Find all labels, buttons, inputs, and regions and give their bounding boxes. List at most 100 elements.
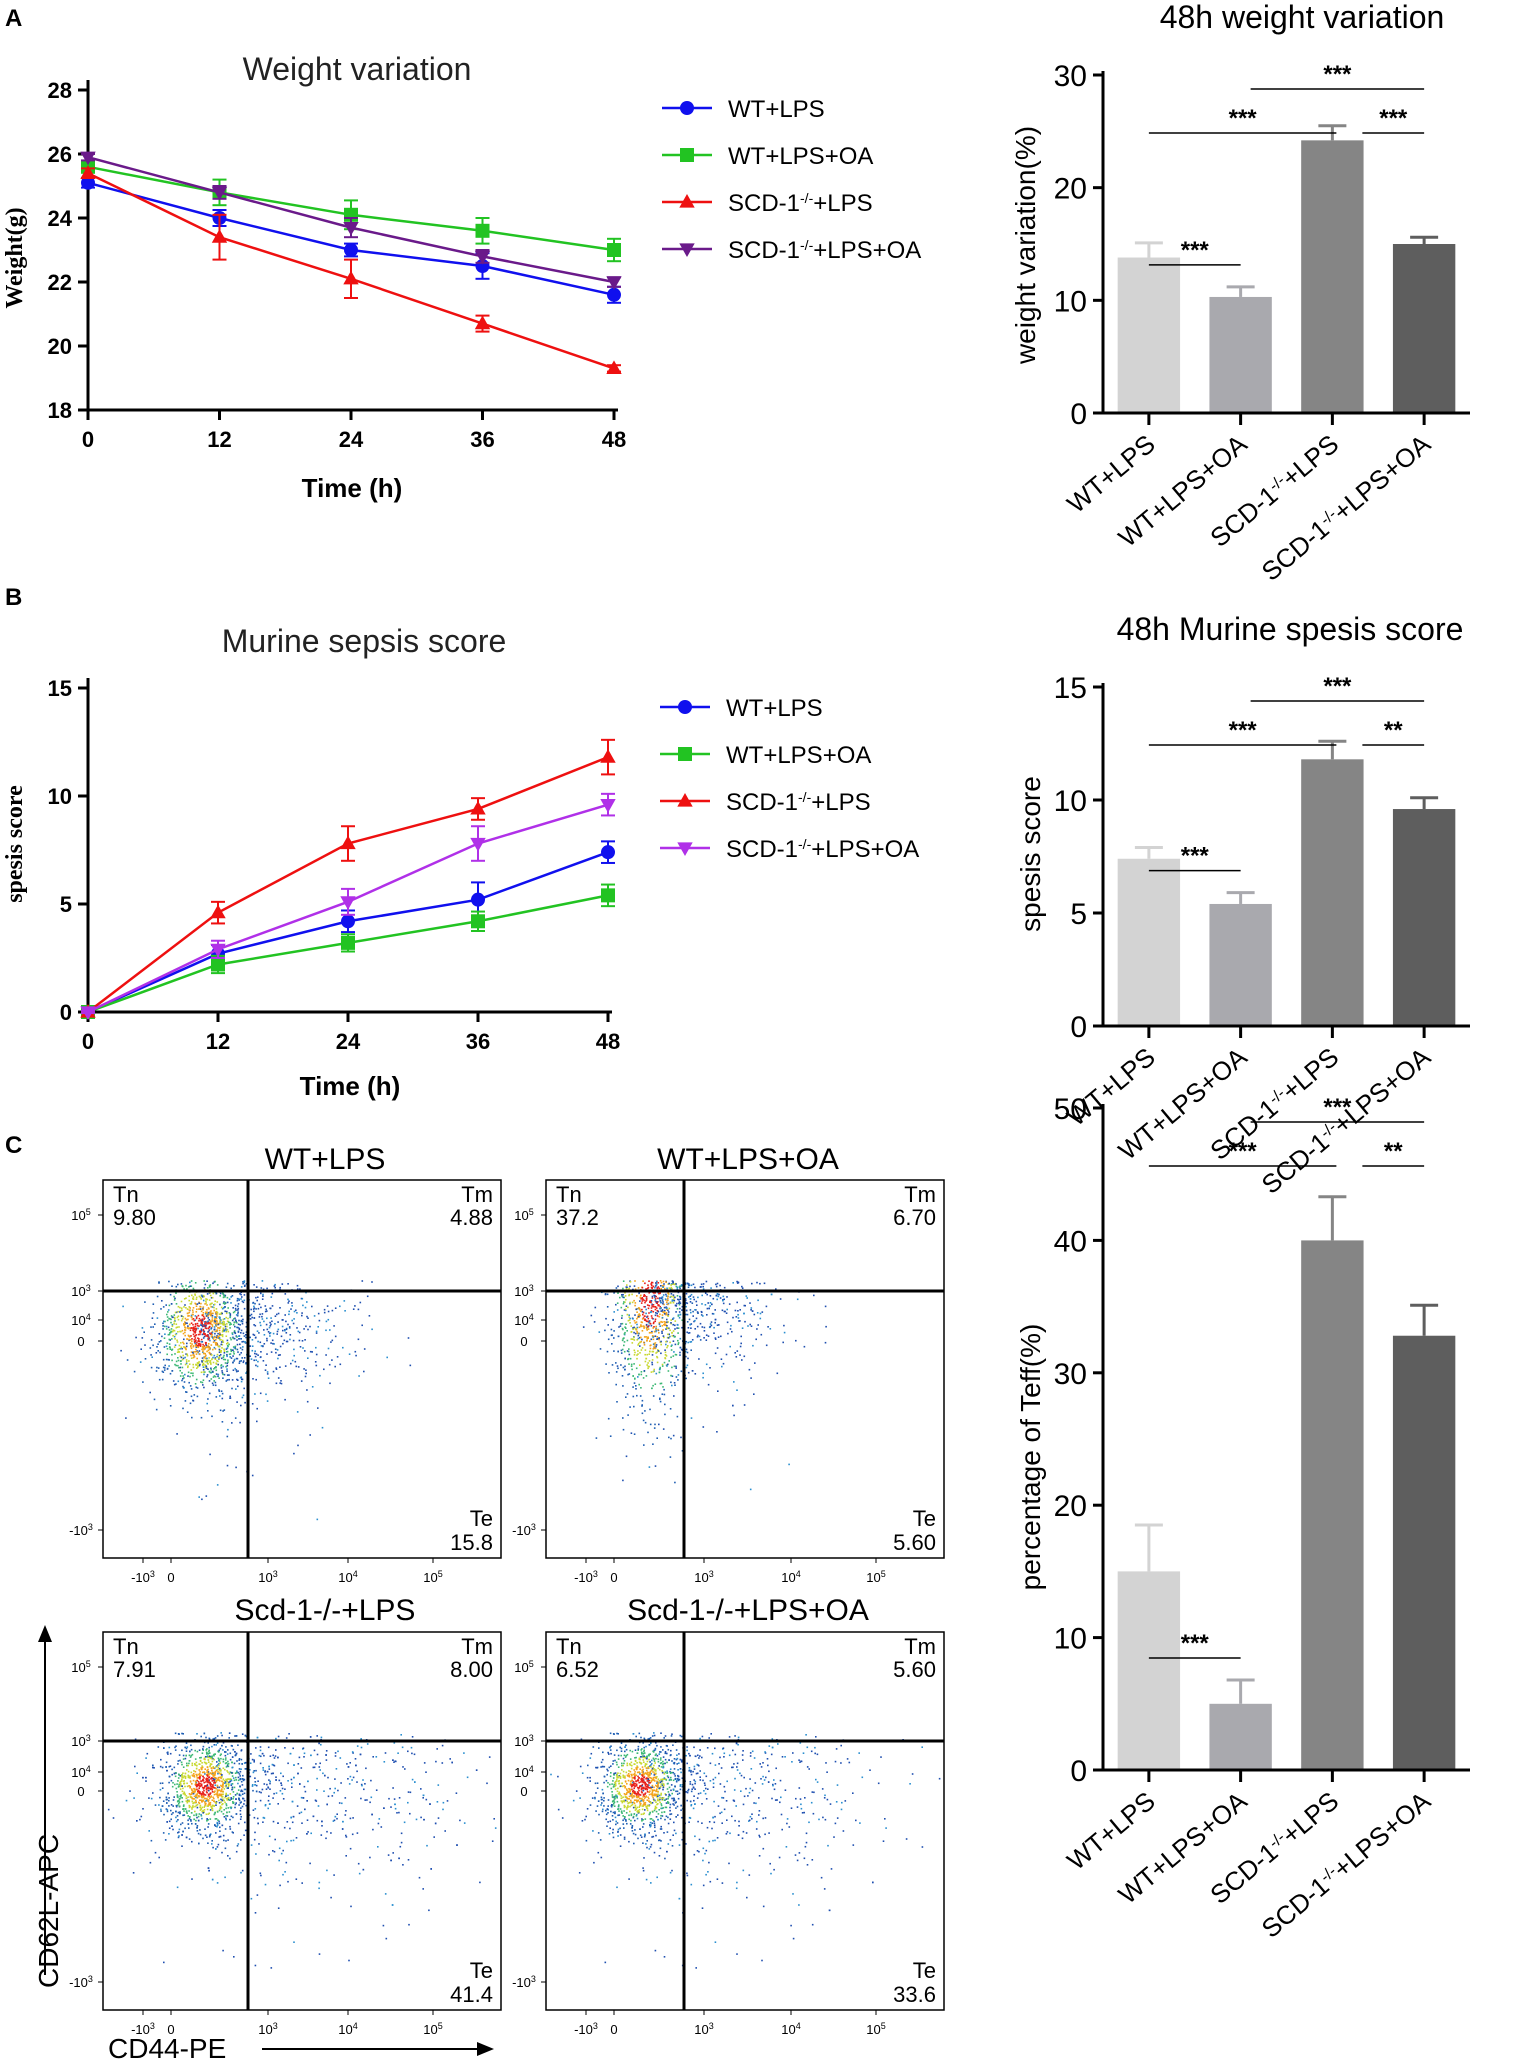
event-dot bbox=[236, 1792, 238, 1795]
event-dot bbox=[184, 1772, 187, 1775]
event-dot bbox=[227, 1307, 229, 1309]
event-dot bbox=[195, 1296, 198, 1299]
event-dot bbox=[657, 1328, 659, 1331]
event-dot bbox=[215, 1766, 217, 1768]
y-tick-label: 10 bbox=[1054, 1623, 1087, 1656]
event-dot bbox=[714, 1321, 716, 1324]
event-dot bbox=[206, 1775, 209, 1777]
event-dot bbox=[323, 1368, 325, 1371]
event-dot bbox=[236, 1348, 239, 1351]
event-dot bbox=[194, 1805, 196, 1808]
legend-marker bbox=[678, 747, 692, 761]
event-dot bbox=[199, 1791, 201, 1793]
event-dot bbox=[280, 1852, 283, 1855]
event-dot bbox=[296, 1805, 299, 1807]
event-dot bbox=[160, 1808, 162, 1811]
event-dot bbox=[162, 1328, 164, 1330]
event-dot bbox=[214, 1357, 216, 1359]
event-dot bbox=[697, 1334, 699, 1337]
event-dot bbox=[667, 1297, 669, 1299]
event-dot bbox=[371, 1328, 373, 1331]
event-dot bbox=[204, 1341, 207, 1344]
event-dot bbox=[306, 1400, 309, 1403]
event-dot bbox=[297, 1288, 299, 1290]
event-dot bbox=[208, 1311, 210, 1314]
event-dot bbox=[645, 1326, 648, 1328]
event-dot bbox=[198, 1320, 200, 1322]
event-dot bbox=[218, 1789, 221, 1791]
event-dot bbox=[640, 1336, 642, 1339]
significance-label: *** bbox=[1181, 843, 1210, 870]
event-dot bbox=[204, 1327, 207, 1329]
event-dot bbox=[212, 1337, 214, 1339]
event-dot bbox=[640, 1302, 643, 1304]
event-dot bbox=[620, 1364, 622, 1366]
event-dot bbox=[344, 1814, 347, 1816]
event-dot bbox=[170, 1321, 172, 1324]
y-tick-label: 20 bbox=[1054, 1490, 1087, 1523]
event-dot bbox=[177, 1359, 180, 1362]
event-dot bbox=[390, 1806, 392, 1808]
event-dot bbox=[198, 1802, 201, 1805]
event-dot bbox=[201, 1333, 204, 1336]
event-dot bbox=[203, 1797, 206, 1800]
flow-x-tick-label: 105 bbox=[423, 2021, 442, 2037]
event-dot bbox=[187, 1764, 189, 1767]
event-dot bbox=[210, 1783, 212, 1785]
event-dot bbox=[219, 1320, 221, 1322]
event-dot bbox=[650, 1281, 653, 1284]
event-dot bbox=[736, 1301, 738, 1304]
y-tick-label: 28 bbox=[48, 78, 72, 103]
event-dot bbox=[653, 1321, 655, 1324]
event-dot bbox=[330, 1896, 332, 1899]
event-dot bbox=[210, 1321, 212, 1323]
event-dot bbox=[212, 1356, 214, 1359]
event-dot bbox=[739, 1309, 741, 1311]
significance-label: *** bbox=[1379, 105, 1408, 132]
event-dot bbox=[640, 1340, 642, 1343]
event-dot bbox=[331, 1359, 333, 1361]
event-dot bbox=[168, 1799, 170, 1802]
event-dot bbox=[174, 1311, 177, 1314]
event-dot bbox=[224, 1310, 226, 1313]
event-dot bbox=[255, 1790, 258, 1793]
event-dot bbox=[226, 1770, 228, 1772]
event-dot bbox=[193, 1814, 195, 1817]
event-dot bbox=[655, 1301, 657, 1303]
event-dot bbox=[200, 1795, 203, 1798]
event-dot bbox=[271, 1305, 274, 1307]
y-tick-label: 30 bbox=[1054, 60, 1087, 93]
event-dot bbox=[202, 1788, 205, 1790]
event-dot bbox=[722, 1362, 725, 1365]
event-dot bbox=[173, 1772, 176, 1775]
event-dot bbox=[644, 1353, 646, 1356]
event-dot bbox=[269, 1755, 272, 1757]
event-dot bbox=[224, 1325, 227, 1328]
event-dot bbox=[420, 1788, 422, 1790]
event-dot bbox=[287, 1880, 289, 1883]
event-dot bbox=[204, 1756, 207, 1758]
event-dot bbox=[206, 1311, 208, 1314]
event-dot bbox=[179, 1797, 181, 1800]
event-dot bbox=[643, 1295, 645, 1298]
event-dot bbox=[696, 1311, 699, 1313]
event-dot bbox=[234, 1754, 237, 1757]
event-dot bbox=[227, 1428, 229, 1431]
event-dot bbox=[221, 1330, 224, 1333]
event-dot bbox=[411, 1752, 413, 1755]
event-dot bbox=[187, 1823, 190, 1825]
event-dot bbox=[199, 1296, 202, 1299]
x-tick-label: 24 bbox=[339, 427, 364, 452]
quadrant-value-te: 5.60 bbox=[893, 1530, 936, 1555]
event-dot bbox=[223, 1318, 226, 1320]
event-dot bbox=[716, 1298, 718, 1301]
event-dot bbox=[226, 1435, 229, 1438]
event-dot bbox=[400, 1841, 403, 1844]
event-dot bbox=[647, 1307, 650, 1310]
event-dot bbox=[667, 1315, 669, 1317]
event-dot bbox=[250, 1844, 253, 1846]
event-dot bbox=[285, 1340, 288, 1343]
event-dot bbox=[181, 1372, 183, 1374]
event-dot bbox=[193, 1795, 196, 1798]
event-dot bbox=[237, 1822, 240, 1825]
